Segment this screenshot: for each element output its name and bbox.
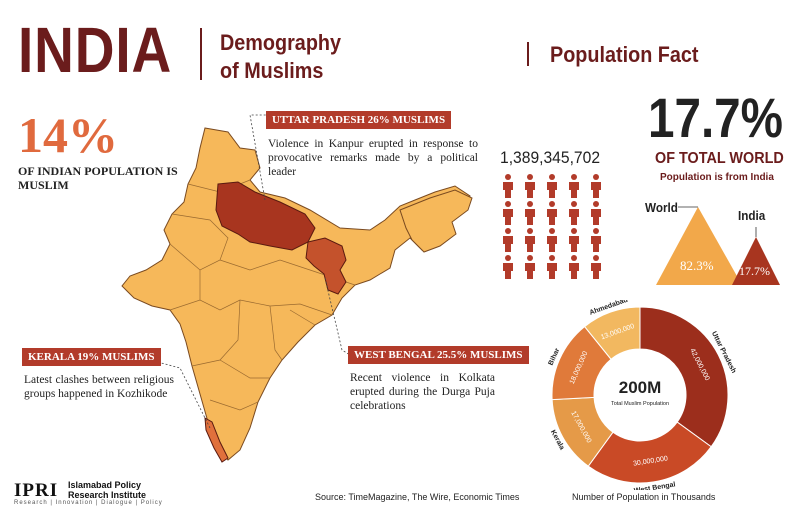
donut-center-label: Total Muslim Population (611, 401, 669, 407)
section-divider (527, 42, 529, 66)
person-icon (525, 228, 535, 252)
person-icon (503, 201, 513, 225)
up-leader-line (249, 114, 268, 201)
world-triangle (656, 207, 742, 285)
person-icon (503, 174, 513, 198)
west-bengal-note: Recent violence in Kolkata erupted durin… (350, 372, 495, 412)
uttar-pradesh-label: UTTAR PRADESH 26% MUSLIMS (266, 111, 452, 129)
person-icon (569, 255, 579, 279)
donut-center-value: 200M (619, 378, 662, 397)
donut-slice-uttar-pradesh (639, 306, 729, 448)
person-icon (503, 228, 513, 252)
person-icon (547, 228, 557, 252)
person-icon (547, 201, 557, 225)
wb-leader-line (324, 277, 351, 356)
kerala-region (204, 417, 229, 463)
world-share-caption: OF TOTAL WORLD (655, 150, 784, 167)
donut-slice-west-bengal (587, 421, 712, 484)
person-icon (525, 201, 535, 225)
west-bengal-region (305, 237, 347, 295)
section-title: Population Fact (550, 42, 699, 67)
kerala-note: Latest clashes between religious groups … (24, 374, 174, 400)
northeast-region (399, 189, 473, 253)
population-count: 1,389,345,702 (500, 148, 601, 167)
world-share-percent: 17.7% (648, 86, 783, 149)
world-label: World (645, 200, 678, 215)
ipri-org-name: Islamabad Policy Research Institute (68, 480, 147, 500)
person-icon (591, 255, 601, 279)
world-value: 82.3% (680, 258, 714, 273)
ipri-logo: IPRI (14, 480, 59, 501)
population-icon-grid (503, 174, 601, 279)
india-map (121, 114, 473, 463)
india-muslim-caption: OF INDIAN POPULATION IS MUSLIM (18, 164, 178, 192)
person-icon (525, 174, 535, 198)
india-triangle (732, 237, 780, 285)
donut-chart-caption: Number of Population in Thousands (572, 492, 716, 502)
person-icon (525, 255, 535, 279)
donut-category-label: West Bengal (634, 481, 677, 490)
person-icon (503, 255, 513, 279)
person-icon (569, 228, 579, 252)
person-icon (591, 201, 601, 225)
person-icon (547, 174, 557, 198)
person-icon (569, 201, 579, 225)
person-icon (591, 174, 601, 198)
title-divider (200, 28, 202, 80)
page-title: INDIA (18, 14, 173, 86)
uttar-pradesh-note: Violence in Kanpur erupted in response t… (268, 138, 478, 178)
india-muslim-percent: 14% (18, 107, 118, 163)
ipri-tagline: Research | Innovation | Dialogue | Polic… (14, 500, 163, 506)
world-share-subcaption: Population is from India (660, 172, 774, 183)
source-citation: Source: TimeMagazine, The Wire, Economic… (315, 492, 520, 502)
india-value: 17.7% (739, 264, 770, 278)
page-subtitle-line1: Demography (220, 30, 342, 55)
person-icon (547, 255, 557, 279)
uttar-pradesh-region (215, 181, 316, 251)
india-label: India (738, 208, 766, 223)
page-subtitle-line2: of Muslims (220, 58, 324, 83)
person-icon (569, 174, 579, 198)
donut-slice-ahmedabad (583, 306, 641, 360)
kerala-label: KERALA 19% MUSLIMS (22, 348, 161, 366)
person-icon (591, 228, 601, 252)
west-bengal-label: WEST BENGAL 25.5% MUSLIMS (348, 346, 529, 364)
world-india-triangles (656, 206, 780, 285)
